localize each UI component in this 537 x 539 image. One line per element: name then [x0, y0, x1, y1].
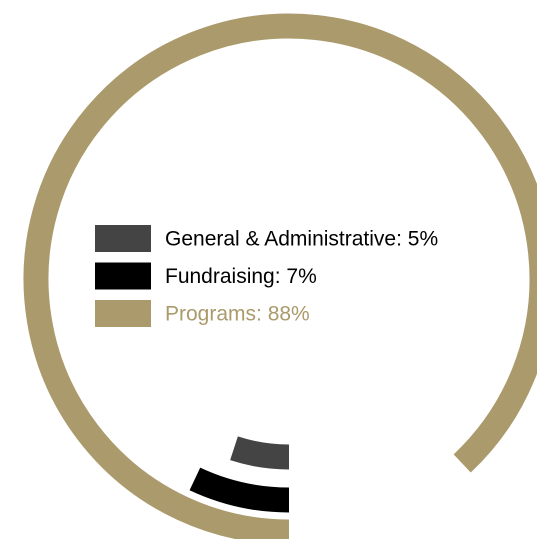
arc-bar	[23, 13, 537, 539]
legend-swatch	[95, 225, 151, 252]
legend-swatch	[95, 300, 151, 327]
arc-bar	[189, 467, 290, 513]
legend-label: General & Administrative: 5%	[165, 228, 438, 251]
legend-label: Programs: 88%	[165, 303, 310, 326]
arc-bar	[230, 436, 290, 470]
legend-swatch	[95, 262, 151, 290]
legend-label: Fundraising: 7%	[165, 265, 317, 288]
